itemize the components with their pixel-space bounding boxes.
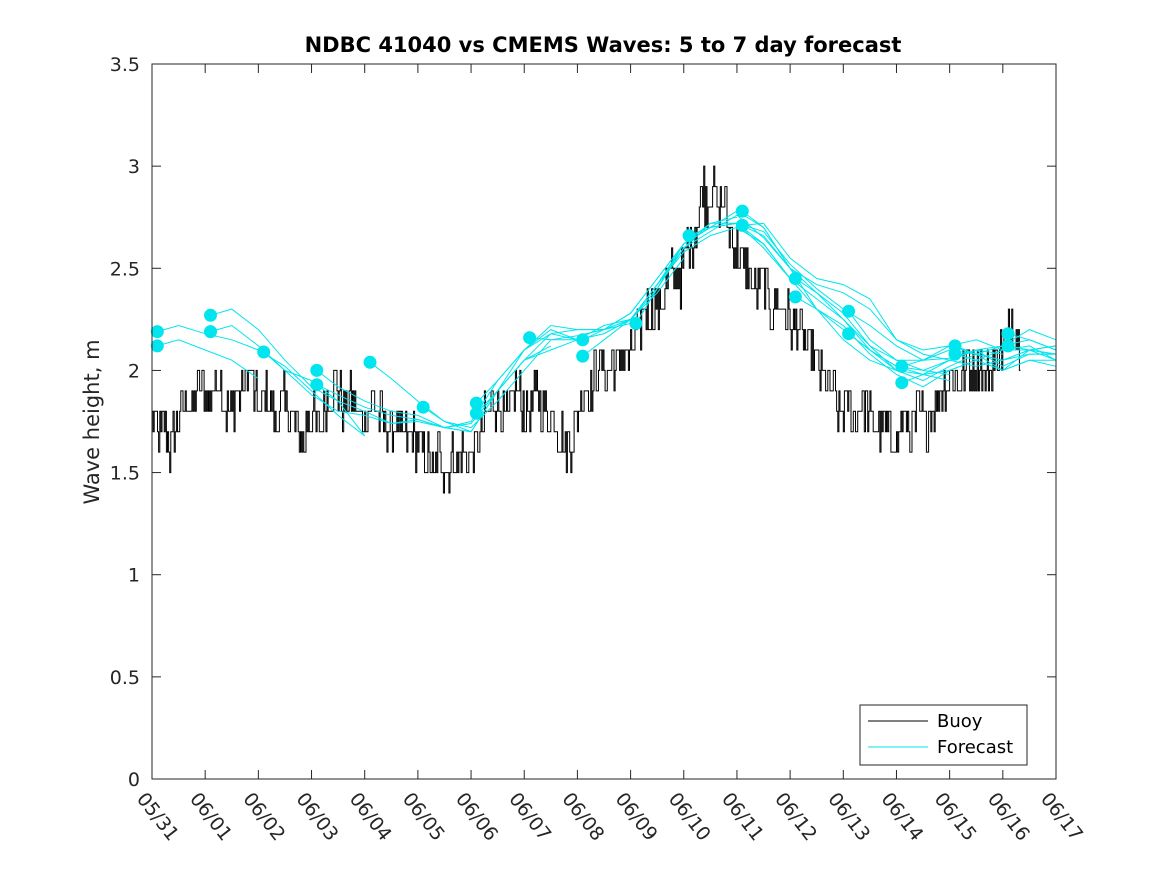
forecast-marker-17 — [735, 218, 749, 232]
forecast-line-25 — [954, 353, 1057, 371]
y-axis-label: Wave height, m — [80, 339, 104, 504]
forecast-marker-1 — [150, 339, 164, 353]
forecast-line-17 — [742, 222, 1056, 367]
forecast-marker-19 — [788, 290, 802, 304]
y-tick-label: 3 — [128, 156, 140, 178]
forecast-marker-4 — [257, 345, 271, 359]
forecast-marker-23 — [895, 376, 909, 390]
legend-box — [859, 704, 1028, 766]
forecast-marker-26 — [1001, 327, 1015, 341]
forecast-line-23 — [901, 353, 1056, 384]
forecast-line-6 — [316, 333, 578, 429]
forecast-marker-25 — [948, 347, 962, 361]
y-tick-label: 1.5 — [110, 463, 140, 485]
forecast-marker-16 — [735, 204, 749, 218]
y-tick-label: 0.5 — [110, 667, 140, 689]
legend-forecast-label: Forecast — [937, 737, 1013, 758]
forecast-marker-6 — [310, 378, 324, 392]
chart-title: NDBC 41040 vs CMEMS Waves: 5 to 7 day fo… — [305, 33, 902, 57]
forecast-marker-27 — [1001, 339, 1015, 353]
forecast-marker-3 — [204, 325, 217, 339]
forecast-line-26 — [1007, 333, 1057, 351]
y-axis-ticks: 0 0.5 1 1.5 2 2.5 3 3.5 — [110, 54, 1056, 791]
forecast-marker-14 — [629, 316, 643, 330]
forecast-marker-11 — [523, 331, 537, 345]
y-tick-label: 0 — [128, 769, 140, 791]
buoy-layer — [152, 165, 1021, 494]
axes-box — [151, 63, 1057, 780]
forecast-marker-21 — [842, 327, 856, 341]
legend-buoy-label: Buoy — [937, 711, 983, 732]
buoy-line — [152, 165, 1021, 494]
forecast-marker-13 — [576, 349, 590, 363]
y-tick-label: 1 — [128, 565, 140, 587]
forecast-line-24 — [954, 345, 1057, 361]
y-tick-label: 3.5 — [110, 54, 140, 76]
y-tick-label: 2 — [128, 360, 140, 382]
forecast-marker-layer — [150, 204, 1015, 420]
forecast-line-1 — [157, 339, 259, 380]
forecast-marker-10 — [469, 406, 483, 420]
forecast-marker-8 — [416, 400, 430, 414]
y-tick-label: 2.5 — [110, 258, 140, 280]
forecast-line-27 — [1008, 345, 1057, 361]
legend: Buoy Forecast — [859, 704, 1028, 766]
forecast-marker-20 — [842, 304, 856, 318]
forecast-marker-15 — [682, 229, 696, 243]
forecast-marker-0 — [150, 325, 164, 339]
forecast-marker-7 — [363, 355, 377, 369]
forecast-marker-9 — [469, 396, 483, 410]
forecast-marker-18 — [788, 272, 802, 285]
forecast-marker-5 — [310, 363, 324, 377]
forecast-marker-2 — [204, 308, 217, 322]
plot-area — [150, 165, 1057, 494]
forecast-marker-22 — [895, 359, 909, 373]
forecast-marker-12 — [576, 333, 590, 347]
